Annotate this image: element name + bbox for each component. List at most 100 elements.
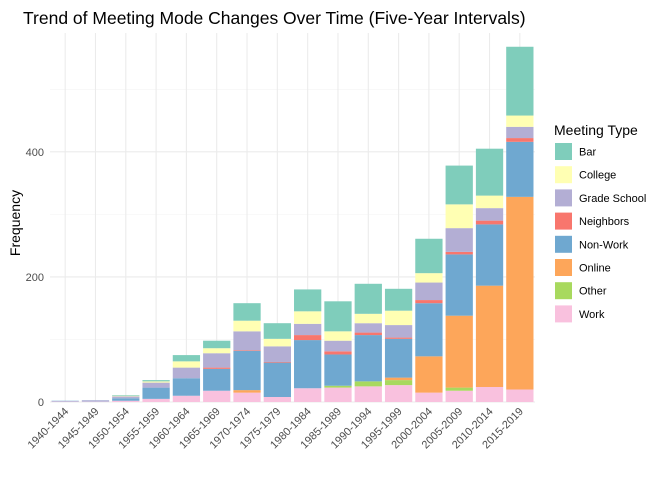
- legend-key-bar: [555, 143, 572, 160]
- bar-segment-other: [324, 385, 352, 388]
- bar-segment-grade-school: [172, 367, 201, 379]
- bars-layer: [51, 46, 534, 402]
- bar-segment-college: [233, 320, 261, 332]
- bar-segment-college: [324, 331, 352, 341]
- bar-segment-bar: [445, 165, 473, 205]
- bar-segment-college: [506, 115, 534, 127]
- bar-segment-college: [294, 311, 322, 324]
- legend-title: Meeting Type: [554, 122, 638, 138]
- bar-segment-work: [263, 396, 291, 402]
- bar-segment-college: [142, 381, 170, 383]
- bar-segment-non-work: [384, 338, 413, 378]
- legend-label: Non-Work: [579, 239, 629, 251]
- bar-segment-neighbors: [294, 335, 322, 341]
- bar-segment-neighbors: [324, 351, 352, 355]
- legend-label: Online: [579, 263, 611, 275]
- y-axis-ticks: 0 200 400: [26, 147, 44, 409]
- bar-segment-non-work: [142, 387, 170, 399]
- bar-segment-other: [354, 381, 382, 387]
- bar-segment-grade-school: [506, 126, 534, 139]
- bar-segment-non-work: [506, 141, 534, 197]
- bar-segment-bar: [506, 46, 534, 116]
- bar-segment-non-work: [51, 400, 79, 402]
- bar-segment-neighbors: [506, 138, 534, 142]
- bar-segment-work: [294, 388, 322, 402]
- bar-segment-college: [384, 310, 413, 326]
- bar-segment-work: [172, 395, 201, 402]
- bar-segment-neighbors: [475, 220, 504, 225]
- legend-label: Bar: [579, 147, 596, 159]
- legend-key-grade-school: [555, 189, 572, 207]
- y-tick-label: 400: [26, 147, 44, 159]
- bar-segment-work: [233, 392, 261, 402]
- y-tick-label: 200: [26, 272, 44, 284]
- y-axis-title: Frequency: [7, 190, 23, 256]
- bar-segment-grade-school: [142, 382, 170, 388]
- bar-segment-grade-school: [81, 400, 110, 401]
- bar-segment-neighbors: [263, 361, 291, 363]
- y-tick-label: 0: [38, 397, 44, 409]
- bar-segment-bar: [475, 148, 504, 196]
- bar-segment-non-work: [81, 400, 110, 402]
- bar-segment-college: [263, 338, 291, 347]
- legend-key-other: [555, 282, 572, 300]
- bar-segment-college: [172, 361, 201, 368]
- bar-segment-non-work: [354, 335, 382, 382]
- bar-segment-work: [506, 389, 534, 402]
- bar-segment-work: [324, 387, 352, 402]
- bar-segment-non-work: [233, 350, 261, 391]
- bar-segment-neighbors: [384, 337, 413, 339]
- bar-segment-grade-school: [445, 228, 473, 252]
- bar-segment-online: [233, 390, 261, 393]
- bar-segment-work: [142, 398, 170, 402]
- bar-segment-bar: [354, 283, 382, 314]
- legend-key-neighbors: [555, 212, 572, 230]
- bar-segment-online: [445, 315, 473, 388]
- bar-segment-college: [445, 204, 473, 229]
- bar-segment-work: [203, 390, 231, 402]
- bar-segment-work: [384, 385, 413, 402]
- bar-segment-grade-school: [384, 325, 413, 338]
- bar-segment-bar: [172, 355, 201, 362]
- bar-segment-grade-school: [263, 346, 291, 362]
- bar-segment-bar: [384, 288, 413, 311]
- bar-segment-work: [445, 390, 473, 402]
- x-axis-ticks: 1940-19441945-19491950-19541955-19591960…: [26, 406, 526, 452]
- bar-segment-work: [475, 386, 504, 402]
- bar-segment-non-work: [294, 340, 322, 389]
- bar-segment-grade-school: [203, 353, 231, 368]
- bar-segment-grade-school: [112, 396, 140, 399]
- bar-segment-bar: [324, 301, 352, 332]
- legend-label: Work: [579, 309, 605, 321]
- legend-key-work: [555, 305, 572, 323]
- bar-segment-other: [384, 380, 413, 386]
- bar-segment-bar: [142, 380, 170, 382]
- bar-segment-online: [506, 196, 534, 390]
- legend-label: Other: [579, 286, 607, 298]
- bar-segment-grade-school: [324, 340, 352, 352]
- bar-segment-neighbors: [354, 332, 382, 336]
- bar-segment-bar: [294, 289, 322, 312]
- bar-segment-work: [415, 392, 443, 402]
- bar-segment-non-work: [112, 398, 140, 401]
- legend-label: Grade School: [579, 193, 646, 205]
- legend-key-online: [555, 259, 572, 276]
- bar-segment-work: [51, 401, 79, 402]
- bar-segment-college: [475, 195, 504, 209]
- bar-segment-grade-school: [233, 331, 261, 351]
- bar-segment-college: [112, 395, 140, 397]
- chart-title: Trend of Meeting Mode Changes Over Time …: [23, 8, 526, 28]
- bar-segment-non-work: [172, 378, 201, 396]
- bar-segment-non-work: [475, 224, 504, 286]
- bar-segment-work: [354, 386, 382, 402]
- bar-segment-online: [384, 377, 413, 381]
- bar-segment-bar: [233, 303, 261, 321]
- bar-segment-online: [475, 285, 504, 387]
- bar-segment-non-work: [203, 368, 231, 391]
- bar-segment-grade-school: [415, 282, 443, 301]
- bar-segment-non-work: [263, 362, 291, 397]
- legend-label: College: [579, 170, 616, 182]
- bar-segment-grade-school: [475, 208, 504, 221]
- bar-segment-non-work: [445, 254, 473, 316]
